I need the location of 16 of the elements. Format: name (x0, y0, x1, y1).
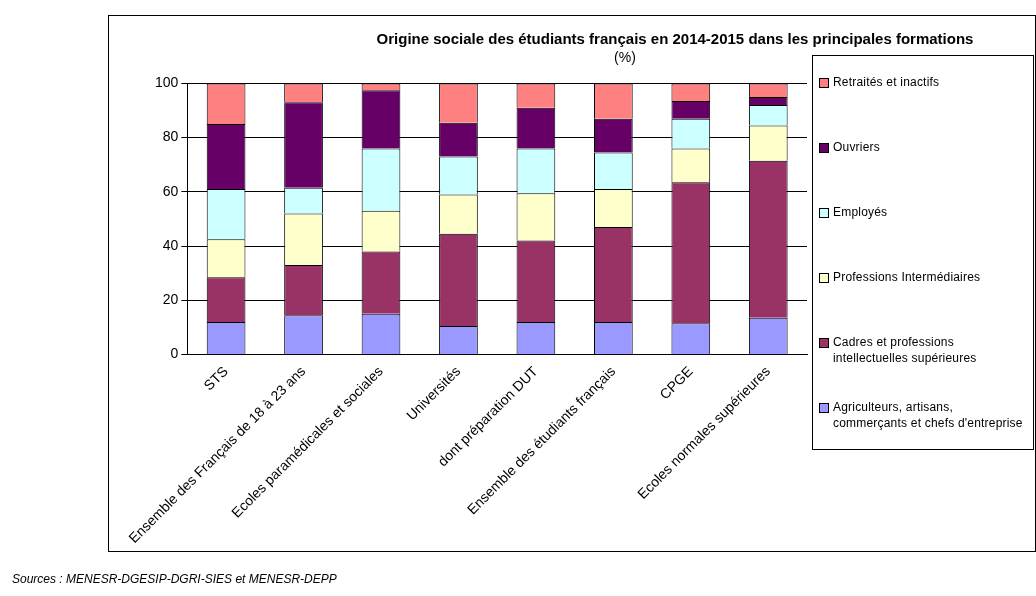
y-tick-label: 40 (162, 236, 179, 253)
y-tick-label: 100 (155, 74, 179, 91)
y-tick-label: 80 (162, 128, 179, 145)
chart-subtitle: (%) (613, 49, 637, 65)
y-tick-label: 0 (170, 345, 179, 362)
y-tick-label: 20 (162, 291, 179, 308)
x-tick-label: STS (200, 362, 231, 394)
y-tick-label: 60 (162, 182, 179, 199)
legend-label: Retraités et inactifs (833, 74, 941, 90)
legend-label: Ouvriers (833, 139, 881, 155)
legend-label: Agriculteurs, artisans, commerçants et chefs d'entreprise (833, 399, 1023, 431)
chart-title: Origine sociale des étudiants français en 2014-2015 dans les principales formations (375, 30, 975, 48)
legend-label: Employés (833, 204, 889, 220)
source-note: Sources : MENESR-DGESIP-DGRI-SIES et MENESR-DEPP (12, 572, 337, 586)
legend-label: Professions Intermédiaires (833, 269, 982, 285)
legend-label: Cadres et professions intellectuelles supérieures (833, 334, 978, 366)
